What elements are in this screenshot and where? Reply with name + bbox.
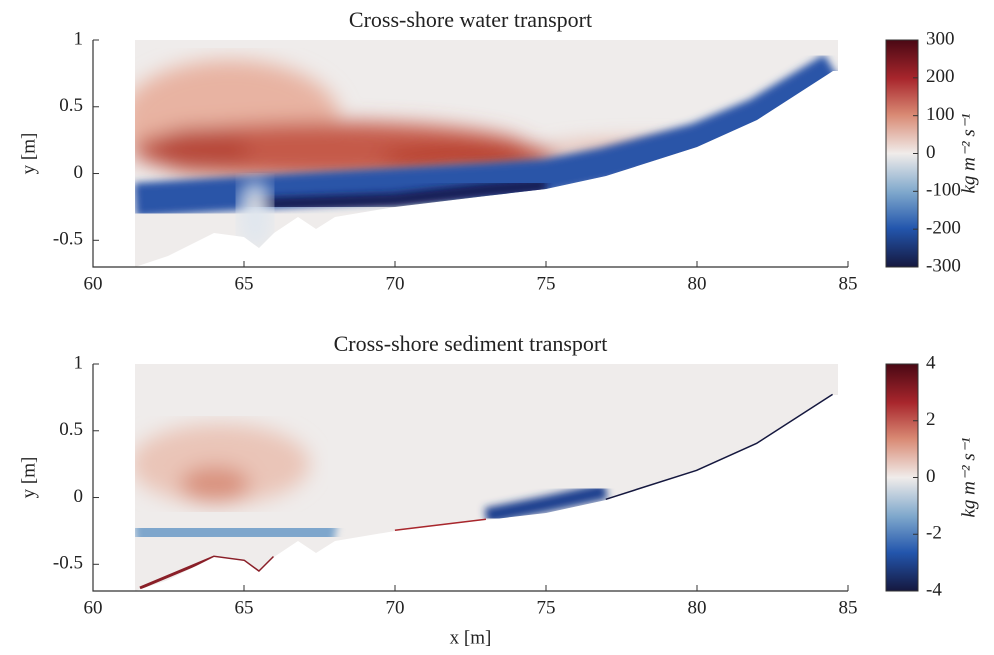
- panel-title: Cross-shore sediment transport: [334, 331, 608, 356]
- field-bottom: [135, 364, 838, 591]
- colorbar-tick-label: -200: [926, 218, 961, 239]
- colorbar-tick-label: 0: [926, 142, 936, 163]
- x-tick-label: 65: [235, 597, 254, 618]
- colorbar: [885, 363, 919, 592]
- colorbar-tick-label: 200: [926, 66, 955, 87]
- x-tick-label: 85: [839, 597, 858, 618]
- x-tick-label: 80: [688, 597, 707, 618]
- colorbar-label: kg m⁻² s⁻¹: [958, 113, 979, 193]
- x-tick-label: 75: [537, 273, 556, 294]
- colorbar-tick-label: 100: [926, 104, 955, 125]
- y-axis-label: y [m]: [18, 457, 39, 499]
- y-tick-label: 0: [74, 162, 84, 183]
- x-tick-label: 85: [839, 273, 858, 294]
- x-tick-label: 60: [84, 273, 103, 294]
- y-tick-label: -0.5: [53, 553, 83, 574]
- colorbar-tick-label: 4: [926, 352, 936, 373]
- x-tick-label: 70: [386, 597, 405, 618]
- colorbar-tick-label: 0: [926, 466, 936, 487]
- panel-title: Cross-shore water transport: [349, 7, 592, 32]
- x-tick-label: 65: [235, 273, 254, 294]
- x-tick-label: 80: [688, 273, 707, 294]
- y-tick-label: 1: [74, 28, 84, 49]
- y-tick-label: 1: [74, 352, 84, 373]
- colorbar-tick-label: -300: [926, 255, 961, 276]
- field-top: [135, 40, 838, 267]
- x-tick-label: 75: [537, 597, 556, 618]
- colorbar-tick-label: -4: [926, 579, 942, 600]
- x-tick-label: 60: [84, 597, 103, 618]
- colorbar-tick-label: -2: [926, 523, 942, 544]
- y-tick-label: 0.5: [59, 419, 83, 440]
- x-tick-label: 70: [386, 273, 405, 294]
- colorbar-tick-label: -100: [926, 180, 961, 201]
- y-axis-label: y [m]: [18, 133, 39, 175]
- colorbar-tick-label: 300: [926, 28, 955, 49]
- x-axis-label: x [m]: [450, 627, 492, 648]
- y-tick-label: -0.5: [53, 229, 83, 250]
- y-tick-label: 0.5: [59, 95, 83, 116]
- y-tick-label: 0: [74, 486, 84, 507]
- colorbar-label: kg m⁻² s⁻¹: [958, 437, 979, 517]
- colorbar-tick-label: 2: [926, 409, 936, 430]
